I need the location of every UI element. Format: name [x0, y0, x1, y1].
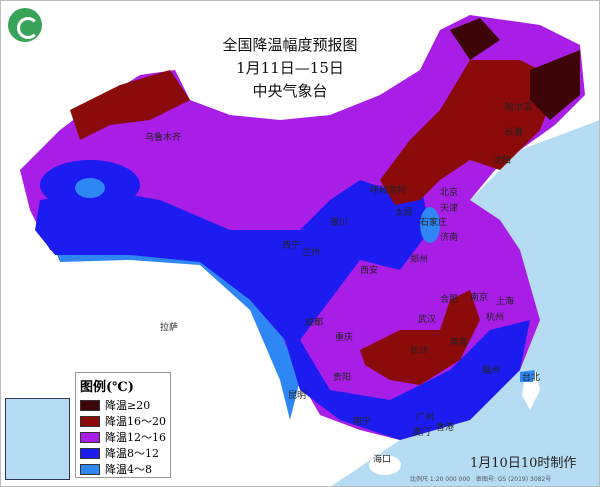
scale-note: 比例尺 1:20 000 000 审图号: GS (2019) 3082号 [410, 474, 551, 483]
city-label: 贵阳 [333, 371, 351, 383]
hainan [369, 455, 401, 475]
tibet-no-drop [55, 255, 300, 400]
city-label: 南昌 [450, 336, 468, 348]
region-16-20-north [380, 60, 560, 205]
city-label: 拉萨 [160, 321, 178, 333]
legend-swatch [80, 463, 100, 475]
region-16-20-xinjiang [70, 70, 190, 140]
city-label: 西安 [360, 264, 378, 276]
legend-label: 降温8～12 [105, 447, 159, 460]
legend-item: 降温8～12 [80, 445, 166, 461]
legend-swatch [80, 415, 100, 427]
city-label: 海口 [373, 453, 391, 465]
city-label: 乌鲁木齐 [145, 131, 181, 143]
legend: 图例(℃) 降温≥20 降温16～20 降温12～16 降温8～12 降温4～8 [75, 372, 171, 478]
city-label: 太原 [395, 206, 413, 218]
city-label: 合肥 [440, 293, 458, 305]
legend-item: 降温4～8 [80, 461, 166, 477]
legend-label: 降温4～8 [105, 463, 152, 476]
region-8-12 [35, 180, 530, 440]
city-label: 银川 [330, 216, 348, 228]
legend-label: 降温≥20 [105, 399, 151, 412]
city-label: 济南 [440, 231, 458, 243]
legend-item: 降温≥20 [80, 397, 166, 413]
map-approval-number: 审图号: GS (2019) 3082号 [475, 476, 552, 483]
legend-swatch [80, 431, 100, 443]
legend-label: 降温12～16 [105, 431, 166, 444]
city-label: 澳门 [412, 426, 430, 438]
legend-item: 降温12～16 [80, 429, 166, 445]
city-label: 广州 [416, 411, 434, 423]
map-period: 1月11日—15日 [236, 59, 344, 77]
scale: 比例尺 1:20 000 000 [410, 476, 471, 483]
city-label: 兰州 [302, 246, 320, 258]
map-title: 全国降温幅度预报图 [222, 36, 358, 54]
city-label: 福州 [482, 364, 500, 376]
taiwan-drop [520, 370, 535, 382]
city-label: 北京 [440, 186, 458, 198]
city-labels: 哈尔滨 长春 沈阳 呼和浩特 北京 天津 石家庄 太原 银川 西宁 兰州 济南 … [145, 101, 540, 465]
city-label: 杭州 [486, 311, 504, 323]
city-label: 南宁 [353, 415, 371, 427]
city-label: 重庆 [335, 331, 353, 343]
city-label: 长春 [505, 126, 523, 138]
city-label: 成都 [305, 316, 323, 328]
city-label: 天津 [440, 203, 458, 214]
city-label: 昆明 [288, 390, 306, 401]
region-4-8-hebei [420, 207, 440, 243]
city-label: 哈尔滨 [505, 101, 532, 113]
cma-logo [8, 8, 42, 42]
legend-title: 图例(℃) [80, 380, 134, 395]
city-label: 石家庄 [420, 216, 447, 228]
city-label: 呼和浩特 [370, 184, 406, 196]
city-label: 郑州 [410, 253, 428, 265]
city-label: 上海 [496, 295, 514, 307]
legend-label: 降温16～20 [105, 415, 166, 428]
south-china-sea-inset [5, 398, 70, 480]
legend-swatch [80, 447, 100, 459]
region-4-8-tarim [75, 178, 105, 198]
city-label: 南京 [470, 291, 488, 303]
made-time: 1月10日10时制作 [470, 456, 577, 471]
city-label: 武汉 [418, 313, 436, 325]
legend-item: 降温16～20 [80, 413, 166, 429]
city-label: 西宁 [282, 239, 300, 251]
city-label: 沈阳 [493, 154, 511, 166]
city-label: 台北 [522, 371, 540, 383]
region-16-20 [360, 290, 480, 385]
city-label: 香港 [436, 421, 454, 433]
region-ge20 [450, 18, 580, 120]
legend-swatch [80, 399, 100, 411]
map-issuer: 中央气象台 [252, 82, 328, 100]
city-label: 长沙 [410, 344, 428, 356]
